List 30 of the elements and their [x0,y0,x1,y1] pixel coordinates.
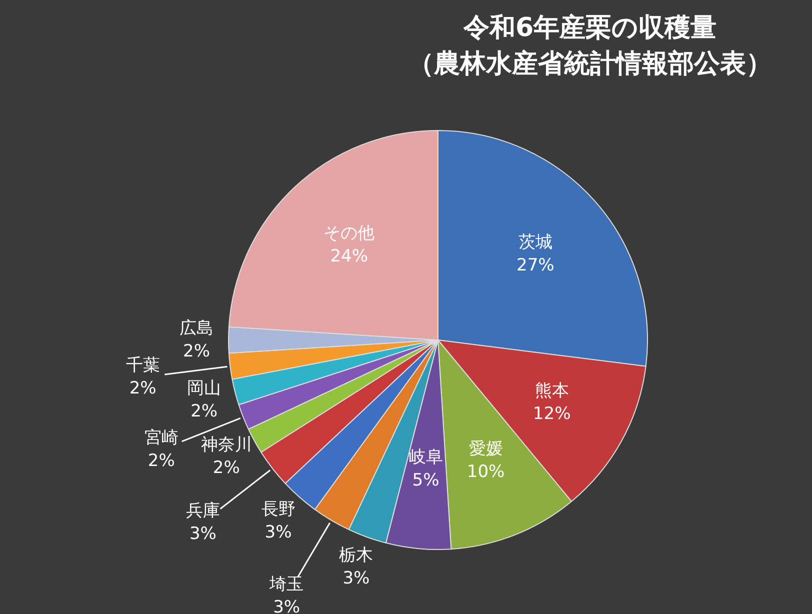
slice-label: 愛媛 [468,439,503,460]
slice-label: 岐阜 [408,448,443,468]
slice-label: その他 [324,224,375,244]
slice-label: 長野 [261,500,296,520]
slice-label: 埼玉 [268,574,304,594]
data-label: 3% [264,522,292,543]
slice-label: 広島 [180,318,214,338]
data-label: 10% [466,462,505,482]
data-label: 3% [342,568,370,589]
slice-label: 岡山 [187,378,222,398]
slice-label: 茨城 [518,232,552,253]
data-label: 3% [273,597,300,614]
data-label: 2% [212,458,240,478]
data-label: 5% [412,470,440,491]
slice-label: 栃木 [339,546,374,566]
slice-label: 兵庫 [186,500,220,521]
data-label: 2% [190,401,218,422]
data-label: 12% [532,404,571,424]
data-label: 2% [148,450,175,471]
data-label: 24% [330,246,368,267]
slice-label: 熊本 [534,380,569,401]
data-label: 2% [129,378,156,399]
data-label: 2% [183,341,210,362]
chart-subtitle: （農林水産省統計情報部公表） [408,48,772,81]
slice-label: 神奈川 [200,434,252,455]
slice-label: 宮崎 [144,428,178,448]
data-label: 27% [516,256,554,276]
slice-label: 千葉 [126,356,160,376]
data-label: 3% [189,524,216,544]
chart-title: 令和6年産栗の収穫量 [462,12,718,45]
